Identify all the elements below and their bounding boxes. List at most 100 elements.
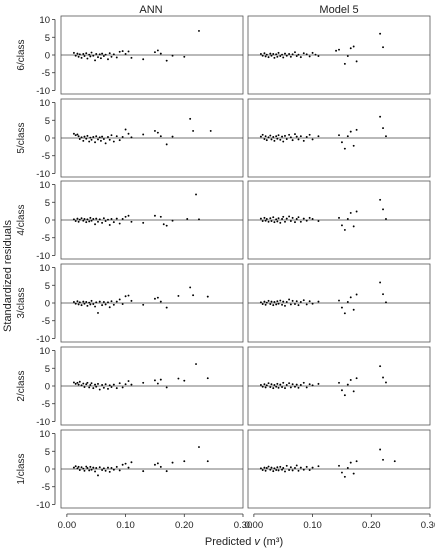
data-point [338,299,340,302]
data-point [142,303,145,306]
data-point [275,303,278,306]
data-point [273,383,276,386]
data-point [72,132,75,135]
data-point [80,136,83,139]
data-point [88,220,91,223]
data-point [314,53,317,56]
data-point [269,386,272,389]
data-point [275,385,278,388]
data-point [264,219,267,222]
data-point [165,143,168,146]
y-tick-label: 10 [39,180,50,191]
y-tick-label: 10 [39,429,50,440]
y-tick-label: -10 [36,417,50,428]
y-tick-label: 5 [45,447,50,458]
y-tick-label: 0 [45,134,50,145]
data-point [261,54,264,57]
y-tick-label: 10 [39,15,50,26]
data-point [110,217,113,220]
y-tick-label: 5 [45,33,50,44]
data-point [165,386,168,389]
data-point [275,218,278,221]
data-point [77,383,80,386]
data-point [99,139,102,142]
x-axis-label-variable: v [254,536,261,548]
data-point [294,466,296,469]
data-point [76,217,79,220]
data-point [272,304,275,307]
data-point [297,53,300,56]
data-point [282,466,285,469]
data-point [291,383,294,386]
data-point [78,138,81,141]
data-point [107,301,109,304]
data-point [104,142,107,145]
data-point [121,135,124,138]
panel-3-class-ann: 10 5 0 -5 -10 [36,263,244,345]
data-point [276,220,279,223]
data-point [171,461,174,464]
data-point [101,52,104,55]
data-point [277,51,280,54]
data-point [269,468,272,471]
data-point [270,466,273,469]
data-point [297,469,300,472]
data-point [279,383,282,386]
data-point [267,220,270,223]
data-point [85,52,88,55]
data-point [279,221,282,224]
row-label-3-class: 3/class [16,287,27,318]
data-point [80,217,83,220]
data-point [311,302,314,305]
data-point [97,138,99,141]
data-point [285,138,288,141]
data-point [272,387,275,390]
data-point [90,219,93,222]
data-point [346,383,349,386]
data-point [124,128,127,131]
data-point [89,465,92,468]
data-point [261,303,264,306]
data-point [142,58,145,61]
data-point [299,220,302,223]
y-tick-label: -10 [36,500,50,511]
data-point [284,470,286,473]
data-point [72,300,75,303]
data-point [86,381,89,384]
data-point [385,301,387,304]
data-point [127,132,130,135]
data-point [289,55,292,58]
data-point [295,55,298,58]
data-point [153,51,156,54]
data-point [311,466,314,469]
data-point [92,217,95,220]
data-point [270,383,273,386]
data-point [78,301,81,304]
data-point [177,294,180,297]
data-point [195,193,197,196]
data-point [352,225,355,228]
data-point [275,135,278,138]
data-point [104,53,107,56]
data-point [86,134,89,137]
x-tick-label: 0.00 [245,520,264,531]
data-point [393,460,396,463]
data-point [98,136,101,139]
x-axis-label-prefix: Predicted [205,536,255,548]
data-point [352,472,355,475]
data-point [299,135,302,138]
data-point [156,462,159,465]
data-point [94,59,97,62]
data-point [85,300,88,303]
data-point [112,303,115,306]
data-point [95,466,98,469]
data-point [98,388,101,391]
data-point [349,379,352,381]
data-point [171,219,174,222]
data-point [92,387,95,390]
data-point [272,52,275,55]
data-point [291,299,294,302]
data-point [352,45,355,48]
row-labels: 6/class 5/class 4/class 3/class 2/class … [16,39,27,484]
data-point [273,56,276,59]
